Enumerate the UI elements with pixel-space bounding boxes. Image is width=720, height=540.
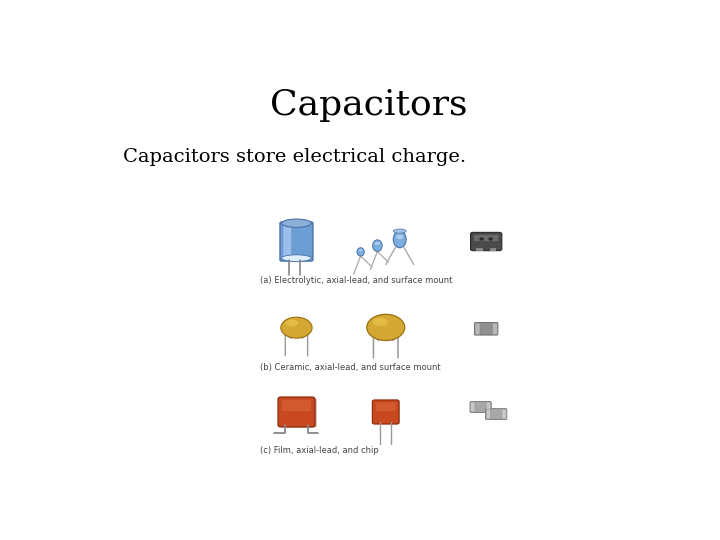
Ellipse shape bbox=[393, 231, 406, 248]
FancyBboxPatch shape bbox=[492, 323, 498, 335]
FancyBboxPatch shape bbox=[278, 397, 315, 427]
Text: Capacitors store electrical charge.: Capacitors store electrical charge. bbox=[124, 148, 467, 166]
Ellipse shape bbox=[393, 229, 406, 233]
Ellipse shape bbox=[281, 317, 312, 338]
Text: (a) Electrolytic, axial-lead, and surface mount: (a) Electrolytic, axial-lead, and surfac… bbox=[260, 275, 453, 285]
Circle shape bbox=[480, 238, 484, 241]
FancyBboxPatch shape bbox=[476, 248, 483, 251]
FancyBboxPatch shape bbox=[376, 402, 396, 411]
FancyBboxPatch shape bbox=[471, 232, 502, 251]
FancyBboxPatch shape bbox=[502, 409, 506, 419]
Ellipse shape bbox=[372, 318, 387, 326]
FancyBboxPatch shape bbox=[282, 400, 311, 411]
Ellipse shape bbox=[396, 234, 403, 239]
FancyBboxPatch shape bbox=[475, 323, 480, 335]
Text: (b) Ceramic, axial-lead, and surface mount: (b) Ceramic, axial-lead, and surface mou… bbox=[260, 363, 441, 372]
Circle shape bbox=[488, 238, 493, 241]
FancyBboxPatch shape bbox=[280, 222, 313, 261]
FancyBboxPatch shape bbox=[474, 235, 498, 241]
FancyBboxPatch shape bbox=[471, 402, 475, 412]
FancyBboxPatch shape bbox=[486, 409, 490, 419]
FancyBboxPatch shape bbox=[474, 322, 498, 335]
Ellipse shape bbox=[374, 242, 380, 245]
Ellipse shape bbox=[357, 248, 364, 256]
FancyBboxPatch shape bbox=[281, 399, 317, 427]
Text: (c) Film, axial-lead, and chip: (c) Film, axial-lead, and chip bbox=[260, 446, 379, 455]
FancyBboxPatch shape bbox=[284, 226, 291, 257]
FancyBboxPatch shape bbox=[486, 402, 490, 412]
Ellipse shape bbox=[282, 255, 311, 261]
FancyBboxPatch shape bbox=[485, 409, 507, 420]
Ellipse shape bbox=[373, 240, 382, 252]
FancyBboxPatch shape bbox=[470, 402, 491, 413]
Ellipse shape bbox=[286, 320, 298, 327]
FancyBboxPatch shape bbox=[372, 400, 399, 424]
Text: Capacitors: Capacitors bbox=[270, 87, 468, 122]
Ellipse shape bbox=[366, 314, 405, 341]
Ellipse shape bbox=[359, 249, 363, 251]
Ellipse shape bbox=[282, 219, 311, 227]
FancyBboxPatch shape bbox=[490, 248, 496, 251]
